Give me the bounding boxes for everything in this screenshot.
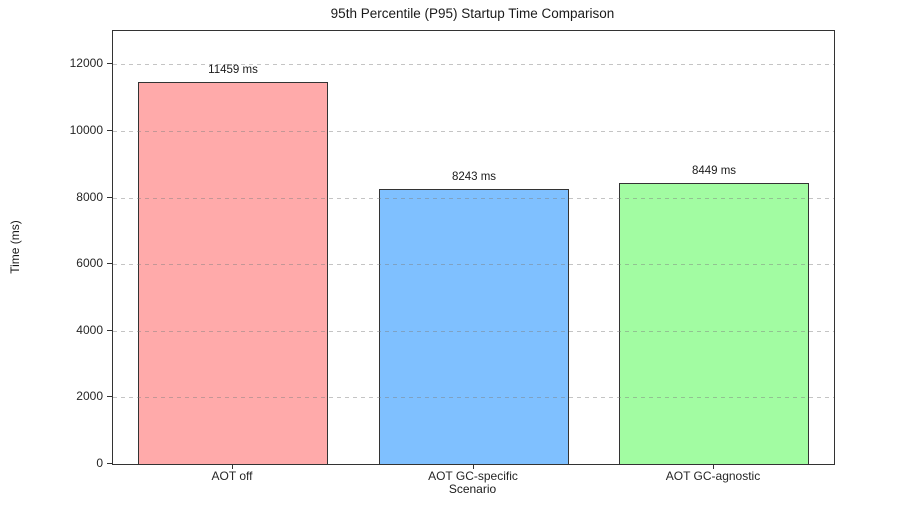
bar-value-label: 11459 ms: [208, 64, 258, 76]
plot-area: 11459 ms 8243 ms 8449 ms: [112, 30, 835, 465]
bar-value-label: 8243 ms: [451, 171, 497, 183]
y-tick-mark: [107, 263, 112, 264]
y-tick-mark: [107, 197, 112, 198]
y-tick-label: 10000: [69, 123, 103, 137]
bar-aot-gc-agnostic: [619, 183, 809, 464]
y-tick-label: 8000: [76, 190, 103, 204]
y-tick-label: 4000: [76, 323, 103, 337]
y-tick-label: 12000: [69, 56, 103, 70]
x-tick-mark: [713, 464, 714, 469]
x-tick-mark: [232, 464, 233, 469]
y-axis-label: Time (ms): [8, 220, 22, 274]
bar-value-label: 8449 ms: [691, 165, 737, 177]
x-tick-label: AOT GC-specific: [428, 469, 518, 483]
x-tick-mark: [473, 464, 474, 469]
y-tick-mark: [107, 130, 112, 131]
x-axis-label: Scenario: [448, 482, 497, 496]
y-tick-mark: [107, 63, 112, 64]
y-tick-label: 6000: [76, 256, 103, 270]
x-tick-label: AOT off: [211, 469, 253, 483]
y-tick-mark: [107, 330, 112, 331]
y-tick-mark: [107, 463, 112, 464]
bar-aot-gc-specific: [379, 189, 569, 464]
x-tick-label: AOT GC-agnostic: [665, 469, 761, 483]
bar-aot-off: [138, 82, 328, 464]
y-tick-label: 2000: [76, 389, 103, 403]
y-tick-mark: [107, 396, 112, 397]
y-tick-label: 0: [96, 456, 103, 470]
chart-title: 95th Percentile (P95) Startup Time Compa…: [330, 6, 615, 21]
